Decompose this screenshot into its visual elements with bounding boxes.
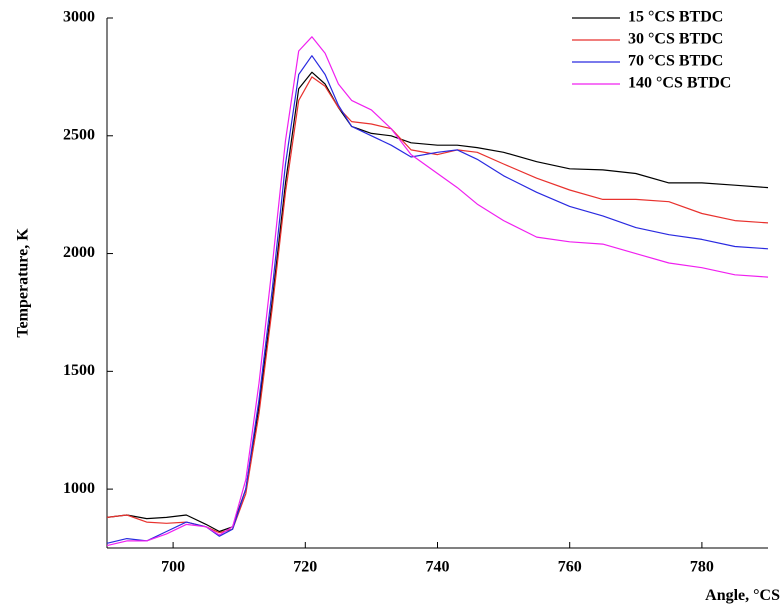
x-tick-label: 780 xyxy=(690,559,714,576)
legend-label: 30 °CS BTDC xyxy=(628,31,723,48)
data-line xyxy=(106,55,769,544)
legend-label: 15 °CS BTDC xyxy=(628,9,723,26)
y-tick-label: 2500 xyxy=(63,126,95,143)
y-tick-label: 1500 xyxy=(63,362,95,379)
y-tick-label: 1000 xyxy=(63,480,95,497)
data-line xyxy=(106,36,769,547)
data-line xyxy=(106,71,769,533)
x-tick-label: 700 xyxy=(161,559,185,576)
x-tick-label: 760 xyxy=(558,559,582,576)
x-axis-label: Angle, °CS xyxy=(705,587,780,604)
legend-label: 140 °CS BTDC xyxy=(628,75,731,92)
legend-label: 70 °CS BTDC xyxy=(628,53,723,70)
y-tick-label: 3000 xyxy=(63,9,95,26)
y-axis-label: Temperature, K xyxy=(15,228,32,338)
y-tick-label: 2000 xyxy=(63,244,95,261)
x-tick-label: 740 xyxy=(426,559,450,576)
x-tick-label: 720 xyxy=(293,559,317,576)
